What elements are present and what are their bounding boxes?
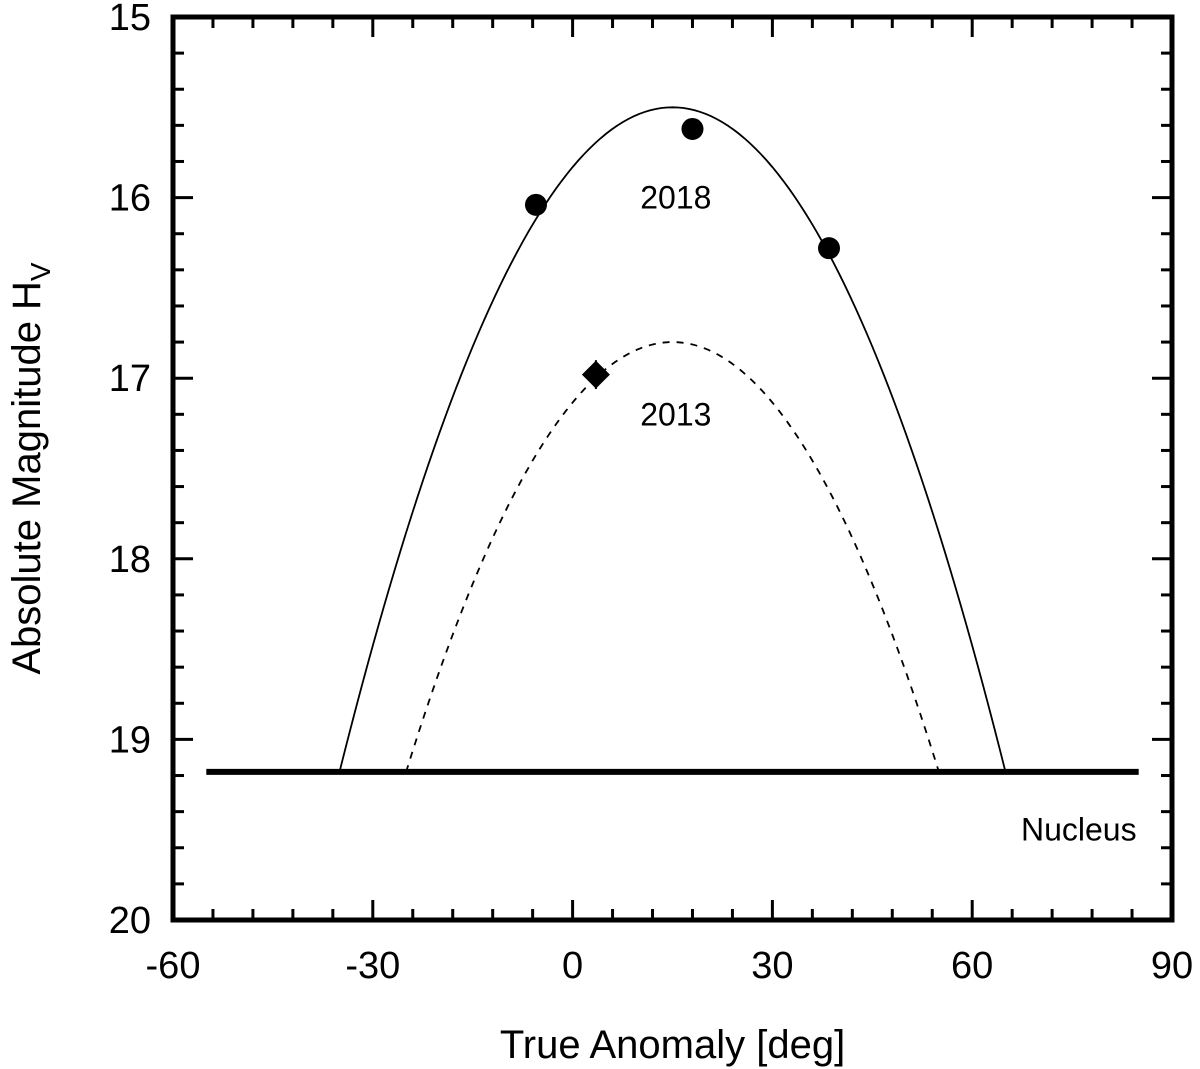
curve-2013 <box>405 341 940 773</box>
y-tick-label: 15 <box>109 0 151 39</box>
plot-frame <box>170 14 1175 923</box>
data-points <box>524 117 841 390</box>
annotation-label: Nucleus <box>1021 812 1137 848</box>
annotations: 2018 2013 Nucleus <box>640 180 1136 848</box>
y-tick-label: 18 <box>109 539 151 581</box>
x-tick-label: -30 <box>345 945 400 987</box>
x-tick-label: -60 <box>146 945 201 987</box>
x-tick-label: 30 <box>751 945 793 987</box>
annotation-label: 2013 <box>640 396 711 432</box>
point-2018 <box>818 237 841 260</box>
curve-2018 <box>338 106 1007 773</box>
tick-labels: -60 -30 0 30 60 90 15 16 17 18 19 20 <box>109 0 1193 987</box>
y-axis-title-main: Absolute Magnitude H <box>5 281 49 675</box>
y-tick-label: 16 <box>109 178 151 220</box>
x-tick-label: 60 <box>951 945 993 987</box>
point-2018 <box>524 193 547 216</box>
point-2013 <box>581 360 610 389</box>
y-tick-label: 20 <box>109 900 151 942</box>
point-2018 <box>681 117 704 140</box>
y-axis-title-subscript: V <box>25 262 56 281</box>
y-axis-title: Absolute Magnitude HV <box>5 262 56 675</box>
x-tick-label: 0 <box>562 945 583 987</box>
x-axis-title: True Anomaly [deg] <box>500 1023 845 1067</box>
annotation-label: 2018 <box>640 180 711 216</box>
y-tick-label: 17 <box>109 358 151 400</box>
y-tick-label: 19 <box>109 719 151 761</box>
axis-ticks <box>171 15 1174 922</box>
x-tick-label: 90 <box>1151 945 1193 987</box>
fit-curves <box>338 106 1007 773</box>
